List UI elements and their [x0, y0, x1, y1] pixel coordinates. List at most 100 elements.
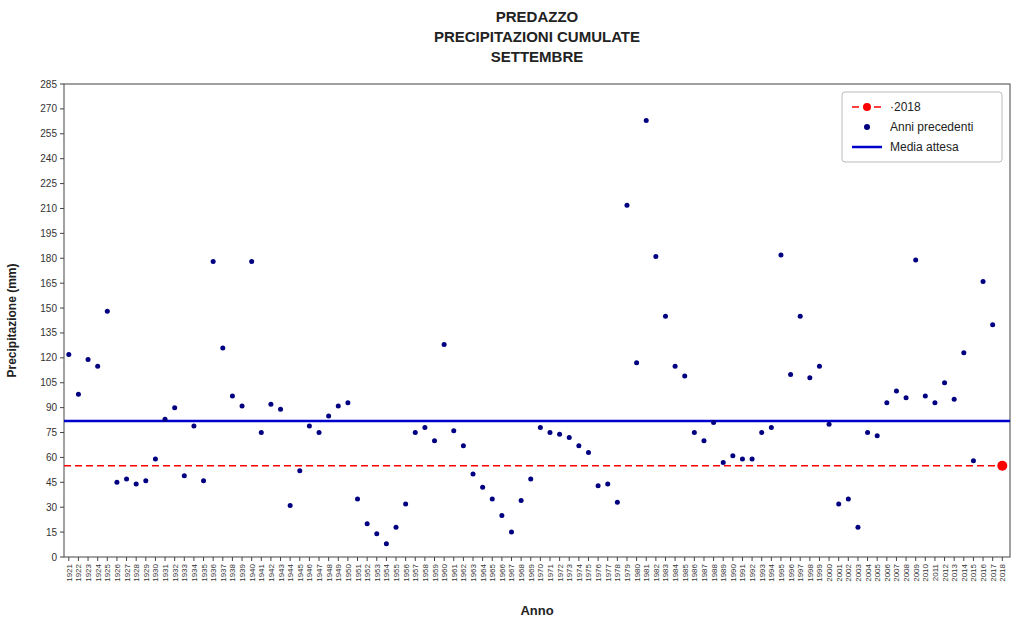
point: [249, 259, 254, 264]
x-tick: [453, 557, 454, 561]
y-tick: [60, 407, 64, 408]
x-tick-label: 1983: [661, 563, 670, 581]
point: [884, 400, 889, 405]
x-tick-label: 1936: [209, 563, 218, 581]
x-tick-label: 1925: [103, 563, 112, 581]
x-tick: [713, 557, 714, 561]
x-tick-label: 1944: [286, 563, 295, 581]
x-tick-label: 1960: [440, 563, 449, 581]
point: [211, 259, 216, 264]
x-tick: [607, 557, 608, 561]
point: [134, 481, 139, 486]
x-tick-label: 1945: [296, 563, 305, 581]
point: [509, 530, 514, 535]
point: [634, 360, 639, 365]
point: [624, 203, 629, 208]
x-tick: [347, 557, 348, 561]
point: [384, 541, 389, 546]
x-tick: [203, 557, 204, 561]
x-tick: [444, 557, 445, 561]
x-tick-label: 2005: [873, 563, 882, 581]
x-tick-label: 2003: [854, 563, 863, 581]
x-tick: [896, 557, 897, 561]
y-tick-label: 120: [40, 352, 57, 363]
point: [288, 503, 293, 508]
x-tick: [771, 557, 772, 561]
x-tick-label: 1946: [305, 563, 314, 581]
point: [182, 473, 187, 478]
legend-marker: [863, 103, 871, 111]
x-tick-label: 1929: [142, 563, 151, 581]
point: [499, 513, 504, 518]
x-tick: [934, 557, 935, 561]
point: [971, 458, 976, 463]
x-tick-label: 1924: [94, 563, 103, 581]
point: [538, 425, 543, 430]
x-tick-label: 1970: [536, 563, 545, 581]
point: [105, 309, 110, 314]
x-tick-label: 1947: [315, 563, 324, 581]
x-tick-label: 1954: [382, 563, 391, 581]
x-tick: [655, 557, 656, 561]
x-tick: [232, 557, 233, 561]
x-tick-label: 2007: [892, 563, 901, 581]
x-tick-label: 1942: [267, 563, 276, 581]
x-tick-label: 1926: [113, 563, 122, 581]
point: [422, 425, 427, 430]
x-tick-label: 1956: [402, 563, 411, 581]
point: [615, 500, 620, 505]
y-tick: [60, 532, 64, 533]
x-tick-label: 1994: [767, 563, 776, 581]
x-tick: [107, 557, 108, 561]
point: [932, 400, 937, 405]
point: [413, 430, 418, 435]
y-tick-label: 165: [40, 278, 57, 289]
x-tick: [530, 557, 531, 561]
point: [230, 394, 235, 399]
x-tick-label: 1948: [325, 563, 334, 581]
y-tick-label: 180: [40, 253, 57, 264]
point: [894, 389, 899, 394]
x-tick-label: 1928: [132, 563, 141, 581]
x-tick: [126, 557, 127, 561]
x-tick: [800, 557, 801, 561]
point: [952, 397, 957, 402]
x-tick-label: 2017: [989, 563, 998, 581]
point: [547, 430, 552, 435]
point: [836, 501, 841, 506]
x-tick-label: 1932: [171, 563, 180, 581]
y-tick: [60, 382, 64, 383]
y-tick: [60, 183, 64, 184]
x-tick: [588, 557, 589, 561]
plot-frame: [64, 84, 1010, 557]
x-tick-label: 1986: [690, 563, 699, 581]
highlight-point: [997, 461, 1007, 471]
marks: [64, 118, 1010, 546]
x-tick: [848, 557, 849, 561]
x-tick-label: 1973: [565, 563, 574, 581]
x-tick-label: 2006: [883, 563, 892, 581]
x-tick: [78, 557, 79, 561]
point: [904, 395, 909, 400]
x-tick-label: 2018: [998, 563, 1007, 581]
point: [278, 407, 283, 412]
x-tick: [636, 557, 637, 561]
point: [374, 531, 379, 536]
y-tick: [60, 482, 64, 483]
point: [432, 438, 437, 443]
point: [143, 478, 148, 483]
x-tick: [251, 557, 252, 561]
x-tick-label: 1971: [546, 563, 555, 581]
y-tick: [60, 283, 64, 284]
point: [268, 402, 273, 407]
legend-label: Anni precedenti: [890, 120, 973, 134]
x-tick-label: 1939: [238, 563, 247, 581]
point: [95, 364, 100, 369]
y-tick: [60, 357, 64, 358]
y-tick-label: 270: [40, 103, 57, 114]
x-tick-label: 1995: [777, 563, 786, 581]
x-tick-label: 1951: [354, 563, 363, 581]
point: [86, 357, 91, 362]
x-tick: [492, 557, 493, 561]
x-tick: [742, 557, 743, 561]
